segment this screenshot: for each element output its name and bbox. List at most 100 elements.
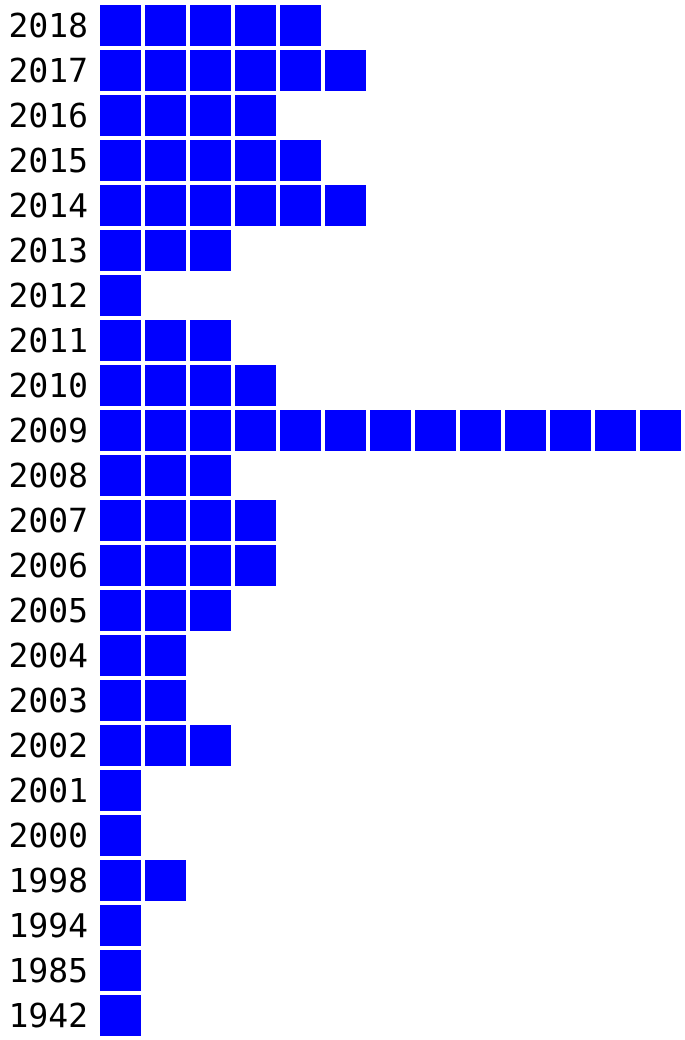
year-label: 2006	[9, 546, 88, 585]
year-label: 2005	[9, 591, 88, 630]
unit-square	[145, 140, 186, 181]
unit-square	[100, 410, 141, 451]
unit-square	[190, 500, 231, 541]
unit-square	[100, 590, 141, 631]
unit-square	[190, 725, 231, 766]
unit-square	[100, 140, 141, 181]
year-label: 2000	[9, 816, 88, 855]
unit-square	[280, 410, 321, 451]
unit-square	[100, 680, 141, 721]
year-label: 2016	[9, 96, 88, 135]
year-label: 2001	[9, 771, 88, 810]
year-label: 2002	[9, 726, 88, 765]
unit-square	[190, 320, 231, 361]
unit-square	[190, 140, 231, 181]
unit-square	[100, 320, 141, 361]
year-label: 2010	[9, 366, 88, 405]
unit-square	[100, 455, 141, 496]
unit-square	[235, 5, 276, 46]
unit-square	[100, 95, 141, 136]
unit-square	[100, 815, 141, 856]
unit-square	[190, 95, 231, 136]
unit-square	[235, 365, 276, 406]
unit-square	[145, 230, 186, 271]
unit-square	[235, 50, 276, 91]
unit-square	[325, 185, 366, 226]
unit-square	[280, 50, 321, 91]
unit-square	[235, 410, 276, 451]
unit-square	[100, 50, 141, 91]
unit-square	[190, 365, 231, 406]
year-label: 2013	[9, 231, 88, 270]
unit-square	[280, 185, 321, 226]
unit-square	[145, 725, 186, 766]
unit-square	[325, 50, 366, 91]
unit-square	[145, 5, 186, 46]
unit-square	[100, 905, 141, 946]
unit-square	[100, 5, 141, 46]
unit-square	[235, 545, 276, 586]
unit-square	[145, 50, 186, 91]
unit-square	[505, 410, 546, 451]
year-label: 2015	[9, 141, 88, 180]
unit-square	[100, 185, 141, 226]
unit-square	[235, 95, 276, 136]
unit-square	[100, 725, 141, 766]
unit-square	[100, 950, 141, 991]
unit-square	[190, 230, 231, 271]
year-label: 2011	[9, 321, 88, 360]
year-label: 2008	[9, 456, 88, 495]
unit-square	[190, 455, 231, 496]
unit-square	[145, 185, 186, 226]
unit-square	[100, 365, 141, 406]
unit-square	[145, 500, 186, 541]
unit-square	[100, 770, 141, 811]
unit-square	[100, 635, 141, 676]
unit-square	[145, 320, 186, 361]
unit-square	[235, 500, 276, 541]
unit-square	[415, 410, 456, 451]
unit-square	[100, 275, 141, 316]
year-label: 2014	[9, 186, 88, 225]
unit-square	[145, 455, 186, 496]
unit-square	[145, 365, 186, 406]
unit-square	[550, 410, 591, 451]
unit-square	[145, 95, 186, 136]
year-label: 2007	[9, 501, 88, 540]
year-label: 1942	[9, 996, 88, 1035]
year-label: 2017	[9, 51, 88, 90]
unit-square	[100, 860, 141, 901]
unit-square	[460, 410, 501, 451]
year-label: 2012	[9, 276, 88, 315]
unit-square	[190, 545, 231, 586]
unit-square	[145, 545, 186, 586]
unit-square	[235, 140, 276, 181]
unit-square	[190, 50, 231, 91]
unit-square	[190, 5, 231, 46]
year-label: 2018	[9, 6, 88, 45]
unit-square	[100, 995, 141, 1036]
unit-square	[145, 680, 186, 721]
unit-square	[280, 5, 321, 46]
unit-square	[145, 635, 186, 676]
unit-square	[370, 410, 411, 451]
unit-square	[280, 140, 321, 181]
year-label: 1994	[9, 906, 88, 945]
year-label: 2003	[9, 681, 88, 720]
unit-square	[640, 410, 681, 451]
year-label: 2009	[9, 411, 88, 450]
year-label: 1985	[9, 951, 88, 990]
unit-square	[235, 185, 276, 226]
unit-square	[190, 590, 231, 631]
year-label: 1998	[9, 861, 88, 900]
unit-square	[100, 545, 141, 586]
unit-square	[190, 185, 231, 226]
unit-square	[190, 410, 231, 451]
year-label: 2004	[9, 636, 88, 675]
unit-square	[145, 590, 186, 631]
unit-square	[100, 500, 141, 541]
unit-square	[145, 410, 186, 451]
unit-square	[595, 410, 636, 451]
unit-square	[325, 410, 366, 451]
